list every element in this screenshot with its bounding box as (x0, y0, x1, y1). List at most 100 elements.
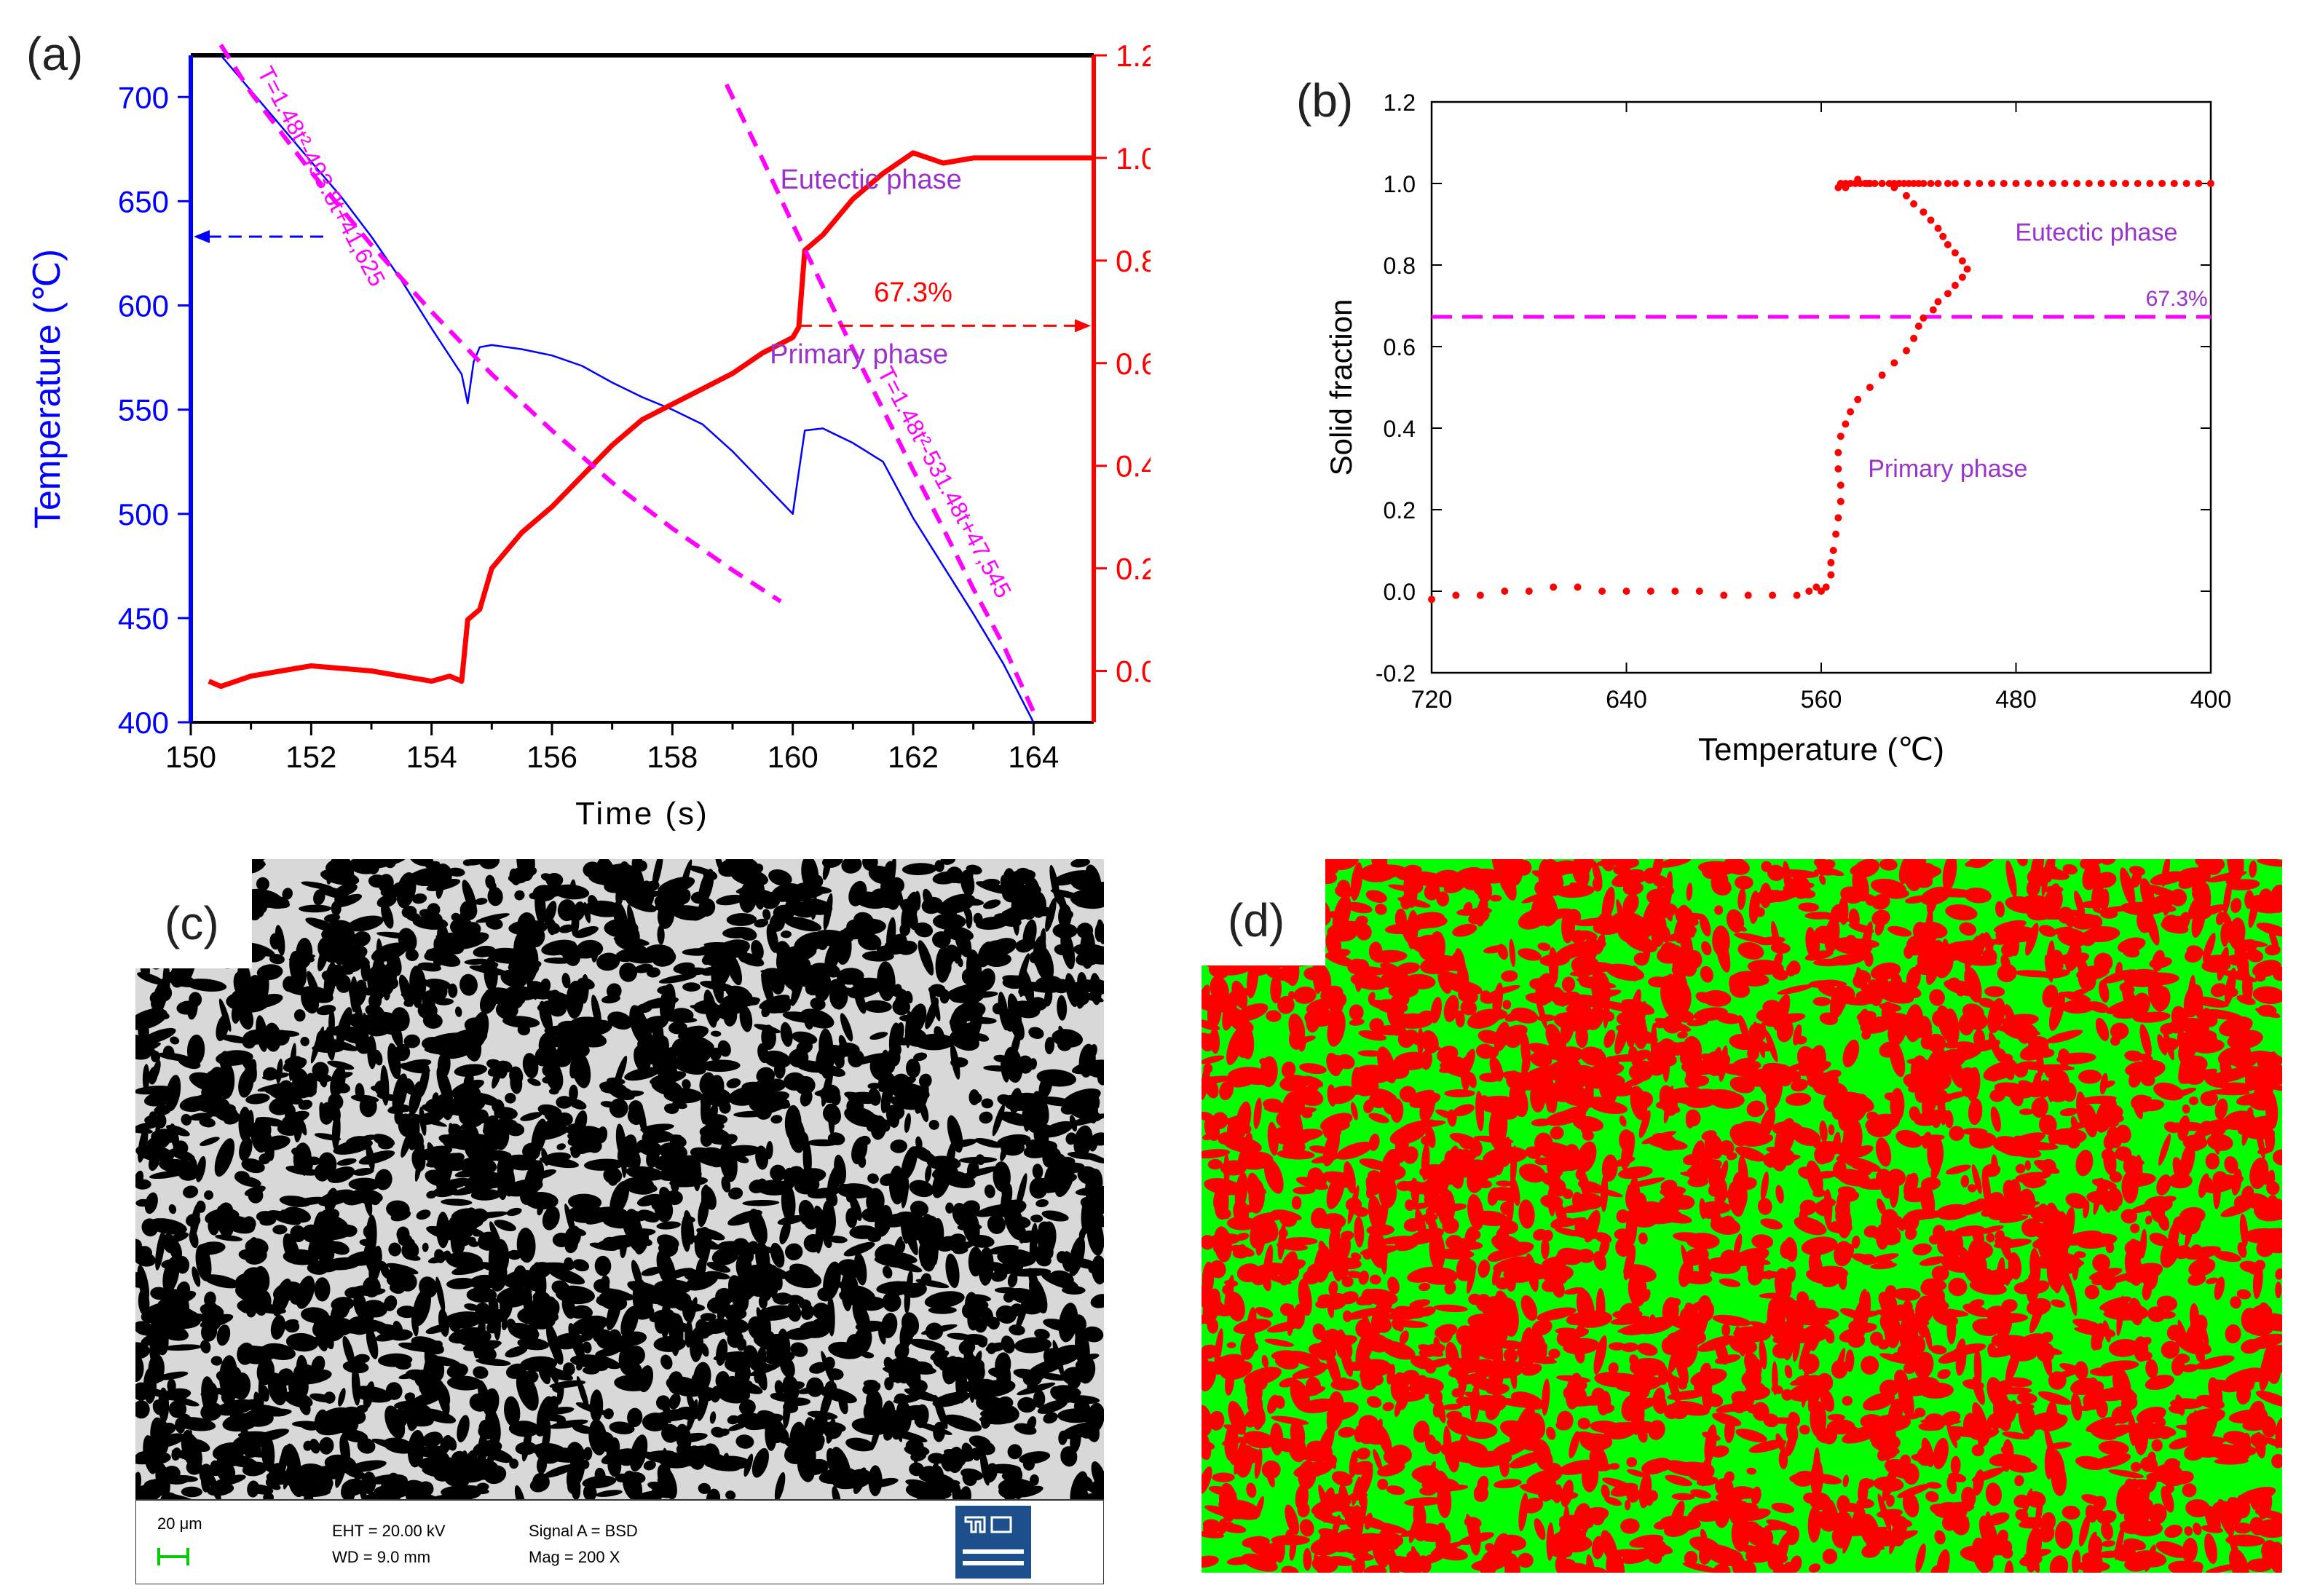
dendrite-arm (1213, 1226, 1232, 1263)
data-point (1958, 273, 1966, 281)
dendrite-arm (540, 873, 553, 882)
dendrite-arm (666, 1322, 690, 1333)
dendrite-arm (608, 1329, 622, 1346)
dendrite-arm (884, 1377, 894, 1391)
dendrite-arm (676, 1432, 708, 1443)
dendrite-arm (1363, 1565, 1387, 1573)
dendrite-arm (2190, 983, 2204, 1021)
dendrite-arm (446, 1277, 476, 1289)
dendrite-arm (1518, 1552, 1534, 1568)
dendrite-arm (1204, 1116, 1220, 1142)
dendrite-arm (709, 1411, 717, 1424)
dendrite-arm (774, 1380, 784, 1396)
dendrite-arm (532, 1291, 551, 1304)
dendrite-arm (1261, 1460, 1281, 1480)
dendrite-arm (544, 1025, 575, 1037)
dendrite-arm (1853, 973, 1867, 989)
dendrite-arm (821, 1067, 834, 1107)
dendrite-arm (2098, 1440, 2129, 1455)
dendrite-arm (537, 1365, 574, 1381)
dendrite-arm (135, 1252, 157, 1267)
dendrite-arm (784, 916, 822, 932)
dendrite-arm (635, 1181, 658, 1193)
dendrite-arm (641, 997, 679, 1009)
y-left-axis-label: Temperature (℃) (27, 249, 68, 529)
dendrite-arm (215, 1234, 243, 1241)
dendrite-arm (1202, 1356, 1210, 1372)
dendrite-arm (660, 1354, 673, 1370)
dendrite-arm (1643, 1289, 1651, 1302)
dendrite-arm (735, 1413, 767, 1429)
dendrite-arm (299, 904, 332, 913)
dendrite-arm (981, 1098, 993, 1109)
dendrite-arm (722, 1145, 761, 1157)
dendrite-arm (216, 1050, 253, 1066)
dendrite-arm (1906, 966, 1921, 990)
dendrite-arm (787, 1295, 805, 1305)
dendrite-arm (300, 1036, 309, 1046)
dendrite-arm (417, 1002, 438, 1019)
dendrite-arm (843, 1241, 875, 1257)
dendrite-arm (1440, 1057, 1459, 1069)
dendrite-arm (1569, 882, 1581, 890)
dendrite-arm (170, 1036, 180, 1045)
dendrite-arm (355, 1035, 374, 1054)
dendrite-arm (997, 1094, 1014, 1106)
dendrite-arm (739, 1006, 753, 1032)
dendrite-arm (1360, 1315, 1370, 1343)
dendrite-arm (2182, 1483, 2197, 1498)
dendrite-arm (1085, 1492, 1104, 1501)
dendrite-arm (654, 895, 690, 912)
dendrite-arm (657, 985, 675, 995)
annotation-percent: 67.3% (874, 277, 952, 308)
dendrite-arm (2043, 885, 2064, 893)
data-point (1452, 591, 1460, 599)
dendrite-arm (449, 1123, 459, 1149)
dendrite-arm (256, 1015, 268, 1052)
dendrite-arm (1945, 904, 1978, 921)
dendrite-arm (213, 1474, 246, 1487)
dendrite-arm (2158, 1467, 2187, 1487)
dendrite-arm (542, 1075, 556, 1084)
dendrite-arm (1043, 1348, 1052, 1361)
dendrite-arm (2002, 1431, 2030, 1440)
dendrite-arm (924, 1291, 965, 1308)
dendrite-arm (845, 1437, 875, 1452)
dendrite-arm (1521, 892, 1548, 904)
dendrite-arm (1836, 1169, 1871, 1187)
data-point (1934, 298, 1942, 306)
dendrite-arm (2175, 1394, 2185, 1416)
dendrite-arm (1863, 1291, 1871, 1319)
data-point (1878, 371, 1886, 379)
dendrite-arm (1052, 870, 1091, 886)
dendrite-arm (656, 1250, 676, 1288)
dendrite-arm (651, 1078, 683, 1096)
data-point (1834, 183, 1842, 191)
dendrite-arm (2081, 1494, 2104, 1505)
dendrite-arm (465, 1143, 476, 1158)
y-right-tick-label: 1.0 (1116, 141, 1151, 175)
dendrite-arm (1380, 1148, 1400, 1185)
dendrite-arm (863, 1000, 892, 1014)
dendrite-arm (175, 1292, 187, 1303)
dendrite-arm (883, 1058, 896, 1074)
dendrite-arm (354, 1354, 370, 1364)
dendrite-arm (313, 889, 326, 906)
dendrite-arm (642, 1238, 652, 1247)
dendrite-arm (624, 1067, 660, 1081)
dendrite-arm (861, 1351, 875, 1359)
dendrite-arm (862, 859, 878, 872)
data-point (1903, 347, 1910, 355)
dendrite-arm (1564, 1287, 1585, 1295)
dendrite-arm (2158, 1134, 2171, 1166)
dendrite-arm (968, 1089, 980, 1105)
dendrite-arm (389, 1264, 399, 1278)
dendrite-arm (435, 933, 449, 942)
dendrite-arm (636, 860, 647, 872)
dendrite-arm (1340, 1230, 1354, 1241)
dendrite-arm (505, 1363, 527, 1379)
dendrite-arm (493, 1123, 510, 1150)
dendrite-arm (862, 950, 894, 962)
dendrite-arm (398, 1233, 413, 1247)
dendrite-arm (741, 1289, 753, 1300)
